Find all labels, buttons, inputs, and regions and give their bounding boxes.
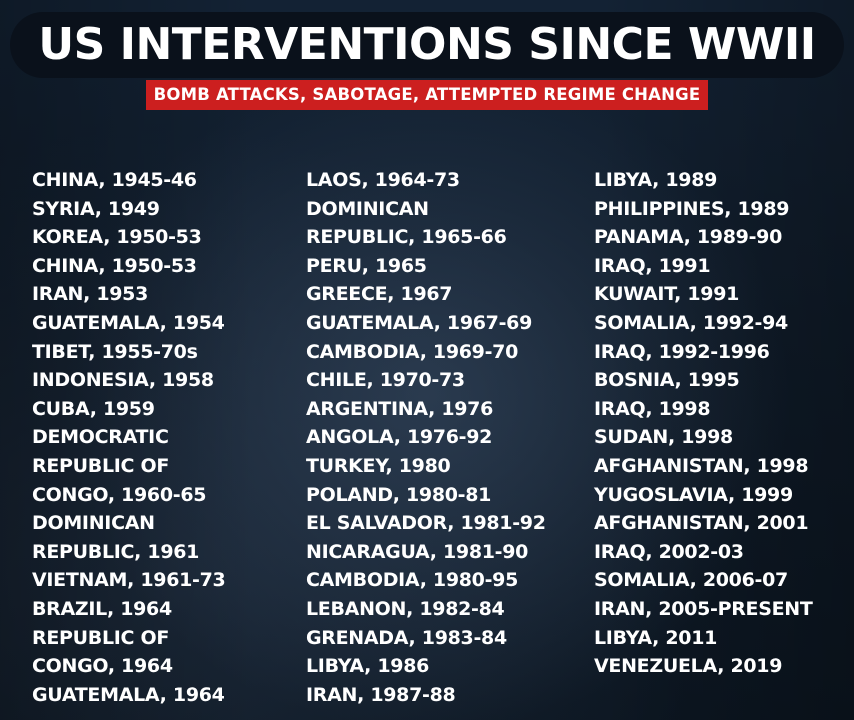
list-item: KOREA, 1950-53 <box>32 226 202 249</box>
list-item: VIETNAM, 1961-73 <box>32 569 226 592</box>
list-item: POLAND, 1980-81 <box>306 483 492 506</box>
list-item: GUATEMALA, 1967-69 <box>306 311 533 334</box>
list-item: DEMOCRATIC <box>32 426 169 449</box>
list-item: GUATEMALA, 1954 <box>32 311 225 334</box>
list-item: REPUBLIC OF <box>32 626 170 649</box>
list-item: IRAQ, 2002-03 <box>594 540 744 563</box>
list-item: REPUBLIC OF <box>32 454 170 477</box>
list-item: CHINA, 1945-46 <box>32 169 197 191</box>
list-item: IRAN, 2005-PRESENT <box>594 597 813 620</box>
list-item: CHILE, 1970-73 <box>306 369 465 392</box>
list-item: CONGO, 1960-65 <box>32 483 207 506</box>
list-item: IRAN, 1987-88 <box>306 683 456 706</box>
list-item: SUDAN, 1998 <box>594 426 733 449</box>
list-item: IRAN, 1953 <box>32 283 149 306</box>
intervention-column-3: LIBYA, 1989 PHILIPPINES, 1989 PANAMA, 1989… <box>594 166 813 681</box>
list-item: NICARAGUA, 1981-90 <box>306 540 529 563</box>
list-item: LEBANON, 1982-84 <box>306 597 505 620</box>
list-item: IRAQ, 1992-1996 <box>594 340 770 363</box>
list-item: AFGHANISTAN, 1998 <box>594 454 809 477</box>
list-item: KUWAIT, 1991 <box>594 283 740 306</box>
list-item: INDONESIA, 1958 <box>32 369 214 392</box>
list-item: CUBA, 1959 <box>32 397 155 420</box>
list-item: IRAQ, 1998 <box>594 397 711 420</box>
subtitle-banner: BOMB ATTACKS, SABOTAGE, ATTEMPTED REGIME… <box>0 80 854 110</box>
page-title: US INTERVENTIONS SINCE WWII <box>38 19 816 70</box>
subtitle: BOMB ATTACKS, SABOTAGE, ATTEMPTED REGIME… <box>145 80 709 110</box>
list-item: YUGOSLAVIA, 1999 <box>594 483 793 506</box>
list-item: TURKEY, 1980 <box>306 454 451 477</box>
list-item: PHILIPPINES, 1989 <box>594 197 790 220</box>
list-item: GREECE, 1967 <box>306 283 453 306</box>
list-item: PERU, 1965 <box>306 254 427 277</box>
list-item: REPUBLIC, 1965-66 <box>306 226 507 249</box>
list-item: CHINA, 1950-53 <box>32 254 197 277</box>
list-item: CAMBODIA, 1969-70 <box>306 340 519 363</box>
list-item: LIBYA, 1989 <box>594 169 718 191</box>
intervention-column-1: CHINA, 1945-46 SYRIA, 1949 KOREA, 1950-53 C… <box>32 166 226 709</box>
list-item: GUATEMALA, 1964 <box>32 683 225 706</box>
list-item: REPUBLIC, 1961 <box>32 540 200 563</box>
list-item: ANGOLA, 1976-92 <box>306 426 493 449</box>
list-item: PANAMA, 1989-90 <box>594 226 782 249</box>
list-item: TIBET, 1955-70s <box>32 340 198 363</box>
list-item: LAOS, 1964-73 <box>306 169 460 191</box>
list-item: LIBYA, 1986 <box>306 655 430 678</box>
list-item: EL SALVADOR, 1981-92 <box>306 512 546 535</box>
list-item: BOSNIA, 1995 <box>594 369 740 392</box>
list-item: BRAZIL, 1964 <box>32 597 172 620</box>
list-item: AFGHANISTAN, 2001 <box>594 512 809 535</box>
list-item: CAMBODIA, 1980-95 <box>306 569 519 592</box>
list-item: DOMINICAN <box>32 512 155 535</box>
intervention-column-2: LAOS, 1964-73 DOMINICAN REPUBLIC, 1965-66 P… <box>306 166 546 709</box>
list-item: CONGO, 1964 <box>32 655 173 678</box>
list-item: SOMALIA, 2006-07 <box>594 569 788 592</box>
list-item: ARGENTINA, 1976 <box>306 397 494 420</box>
list-item: IRAQ, 1991 <box>594 254 711 277</box>
list-item: DOMINICAN <box>306 197 429 220</box>
list-item: GRENADA, 1983-84 <box>306 626 507 649</box>
title-bar <box>10 12 844 78</box>
list-item: SYRIA, 1949 <box>32 197 160 220</box>
list-item: SOMALIA, 1992-94 <box>594 311 788 334</box>
list-item: VENEZUELA, 2019 <box>594 655 783 678</box>
list-item: LIBYA, 2011 <box>594 626 718 649</box>
